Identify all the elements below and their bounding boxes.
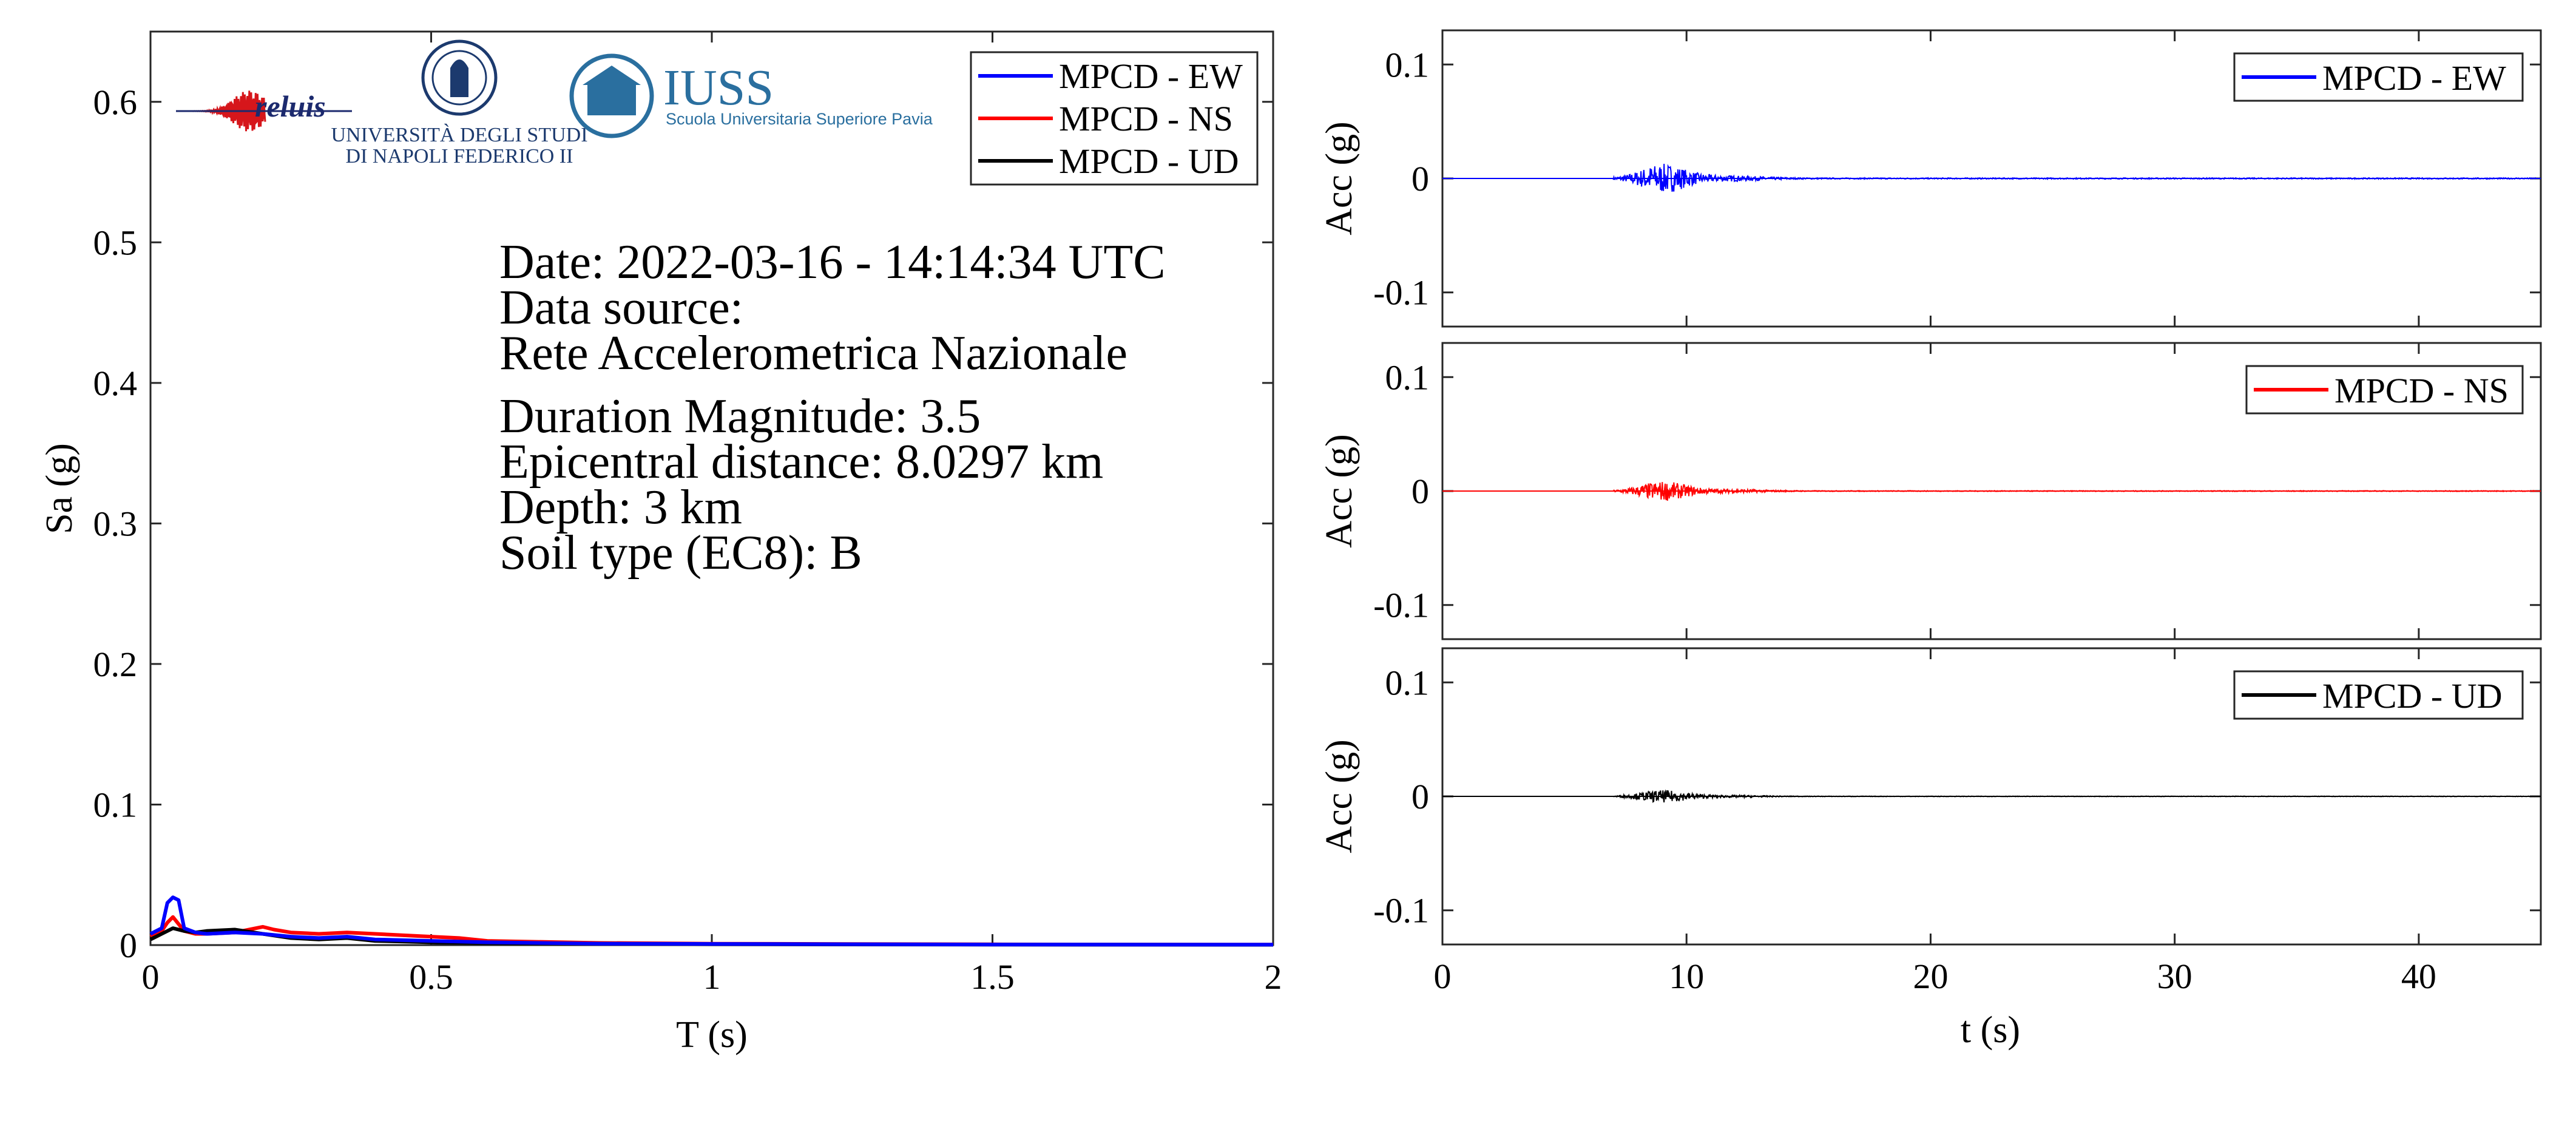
unina-name-line2: DI NAPOLI FEDERICO II	[346, 145, 573, 168]
legend-label-ew: MPCD - EW	[1059, 56, 1243, 96]
acc-x-axis-label: t (s)	[1961, 1009, 2020, 1051]
acc-x-tick-label: 20	[1913, 957, 1948, 996]
spectrum-y-tick-label: 0.3	[93, 504, 138, 543]
spectrum-y-axis-label: Sa (g)	[39, 443, 80, 534]
unina-seal-figure	[450, 59, 468, 97]
reluis-logo: reluis	[176, 89, 352, 132]
spectrum-chart: 0 0.1 0.2 0.3 0.4 0.5 0.6 0 0.5 1 1.5 2 T (s) Sa (…	[39, 30, 1282, 1056]
spectrum-line-mpcd-ew	[149, 895, 1274, 947]
spectrum-x-tick-label: 1.5	[970, 957, 1015, 997]
iuss-logo: IUSS Scuola Universitaria Superiore Pavi…	[569, 53, 933, 138]
event-date: Date: 2022-03-16 - 14:14:34 UTC	[499, 236, 1166, 289]
acc-y-axis-label-ew: Acc (g)	[1319, 121, 1360, 236]
acc-legend-label-ew: MPCD - EW	[2322, 58, 2506, 98]
acc-y-axis-label-ud: Acc (g)	[1319, 739, 1360, 853]
reluis-wordmark: reluis	[255, 89, 326, 123]
iuss-subtitle: Scuola Universitaria Superiore Pavia	[666, 110, 933, 128]
data-source-label: Data source:	[499, 281, 743, 334]
event-depth: Depth: 3 km	[499, 481, 742, 534]
spectrum-x-axis-label: T (s)	[676, 1014, 748, 1056]
spectrum-y-tick-label: 0.5	[93, 223, 138, 262]
acc-y-tick-label: -0.1	[1373, 273, 1429, 313]
acc-y-tick-label: 0.1	[1385, 663, 1430, 702]
spectrum-y-tick-label: 0.2	[93, 645, 138, 684]
acc-y-tick-label: 0	[1411, 159, 1429, 198]
acc-chart-ns: -0.1 0 0.1 Acc (g) MPCD - NS	[1319, 342, 2542, 640]
event-distance: Epicentral distance: 8.0297 km	[499, 435, 1103, 489]
spectrum-y-tick-label: 0.1	[93, 785, 138, 824]
spectrum-x-tick-label: 2	[1265, 957, 1282, 997]
acc-chart-ew: -0.1 0 0.1 Acc (g) MPCD - EW	[1319, 29, 2542, 328]
acc-waveform-ns	[1612, 482, 2537, 501]
iuss-emblem-roof	[583, 66, 641, 85]
acc-legend-label-ns: MPCD - NS	[2334, 371, 2509, 410]
acc-x-tick-label: 10	[1669, 957, 1704, 996]
acc-waveform-ud	[1613, 789, 2537, 803]
data-source-name: Rete Accelerometrica Nazionale	[499, 327, 1127, 380]
event-magnitude: Duration Magnitude: 3.5	[499, 390, 981, 443]
spectrum-y-ticks: 0 0.1 0.2 0.3 0.4 0.5 0.6	[93, 83, 1273, 965]
spectrum-series	[149, 895, 1274, 947]
spectrum-legend: MPCD - EW MPCD - NS MPCD - UD	[970, 51, 1259, 186]
unina-logo: UNIVERSITÀ DEGLI STUDI DI NAPOLI FEDERIC…	[331, 39, 588, 168]
event-soil-type: Soil type (EC8): B	[499, 526, 862, 580]
legend-label-ud: MPCD - UD	[1059, 141, 1239, 181]
spectrum-x-tick-label: 0	[142, 957, 160, 997]
acc-y-tick-label: -0.1	[1373, 891, 1429, 931]
acc-y-tick-label: -0.1	[1373, 586, 1429, 625]
acc-y-tick-label: 0.1	[1385, 45, 1430, 84]
acc-y-axis-label-ns: Acc (g)	[1319, 434, 1360, 548]
acc-legend-label-ud: MPCD - UD	[2322, 676, 2503, 716]
spectrum-y-tick-label: 0.6	[93, 83, 138, 122]
spectrum-y-tick-label: 0.4	[93, 364, 138, 403]
acc-y-tick-label: 0	[1411, 472, 1429, 511]
acc-y-tick-label: 0	[1411, 777, 1429, 816]
spectrum-x-ticks: 0 0.5 1 1.5 2	[142, 32, 1282, 997]
acc-y-tick-label: 0.1	[1385, 358, 1430, 397]
acc-x-tick-label: 30	[2157, 957, 2192, 996]
acc-x-tick-label: 40	[2401, 957, 2436, 996]
legend-label-ns: MPCD - NS	[1059, 99, 1233, 138]
event-info: Date: 2022-03-16 - 14:14:34 UTC Data sou…	[499, 236, 1166, 580]
unina-name-line1: UNIVERSITÀ DEGLI STUDI	[331, 124, 587, 146]
spectrum-x-tick-label: 0.5	[409, 957, 453, 997]
spectrum-x-tick-label: 1	[703, 957, 721, 997]
iuss-emblem-building	[587, 85, 636, 115]
iuss-title: IUSS	[663, 59, 774, 116]
acc-waveform-ew	[1612, 163, 2537, 192]
spectrum-y-tick-label: 0	[120, 926, 137, 965]
acc-x-tick-label: 0	[1434, 957, 1452, 996]
